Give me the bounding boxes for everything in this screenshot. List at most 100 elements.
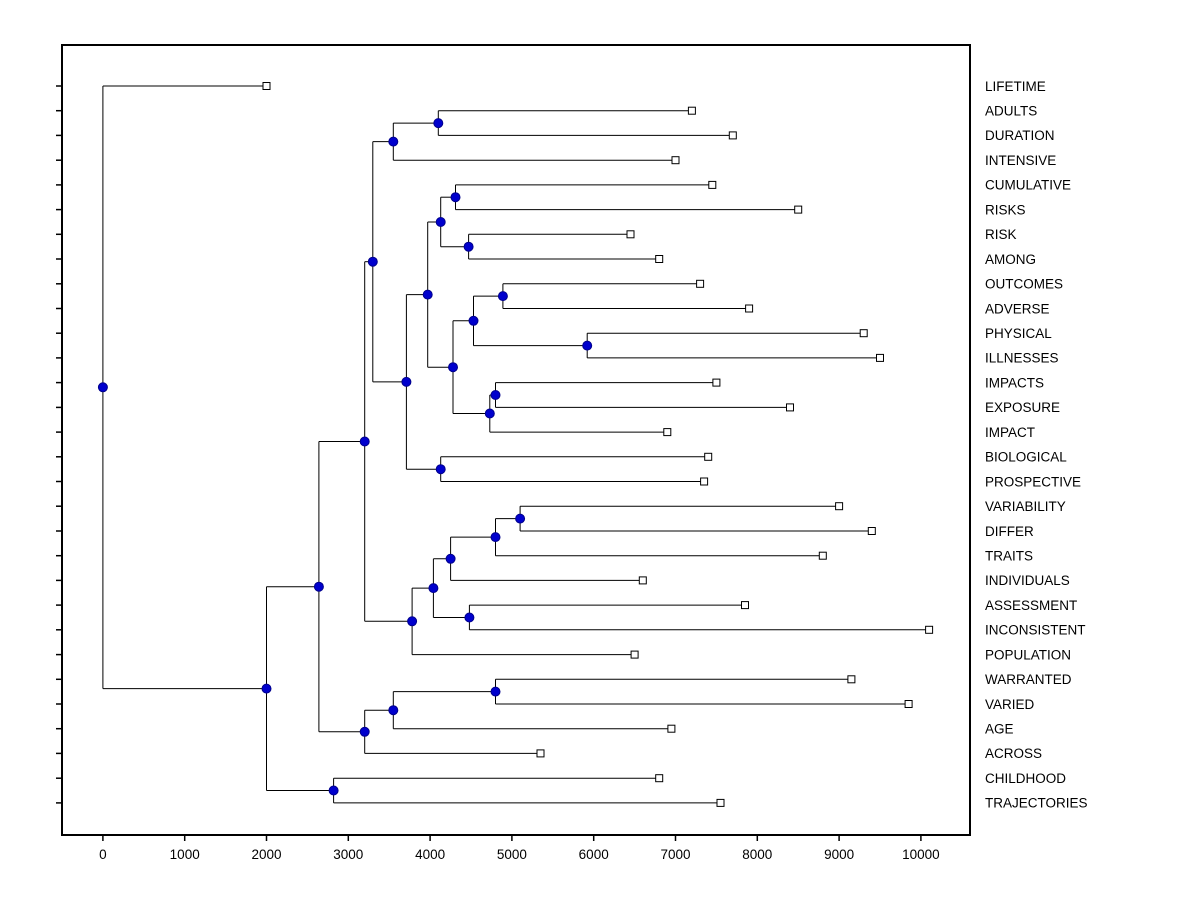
- leaf-label: TRAJECTORIES: [985, 796, 1088, 811]
- cluster-node-marker: [484, 408, 495, 419]
- x-axis-tick-label: 8000: [742, 847, 772, 862]
- leaf-marker: [847, 675, 856, 684]
- leaf-marker: [786, 403, 794, 412]
- leaf-label: CUMULATIVE: [985, 178, 1071, 193]
- x-axis-tick-label: 4000: [415, 847, 445, 862]
- x-axis-tick-label: 7000: [660, 847, 690, 862]
- cluster-node-marker: [328, 785, 339, 796]
- leaf-marker: [655, 774, 664, 783]
- axis-tick-labels: 0 1000 2000 3000 4000 5000 6000 7000 8000 9000 100…: [99, 847, 940, 862]
- cluster-node-marker: [433, 118, 444, 129]
- cluster-node-marker: [497, 291, 508, 302]
- x-axis-tick-label: 1000: [170, 847, 200, 862]
- leaf-marker: [904, 700, 913, 708]
- leaf-label: EXPOSURE: [985, 400, 1060, 415]
- cluster-node-marker: [435, 217, 446, 227]
- cluster-node-marker: [490, 686, 501, 697]
- leaf-marker: [626, 230, 635, 239]
- leaf-label: WARRANTED: [985, 672, 1072, 687]
- leaf-marker: [671, 156, 680, 165]
- leaf-label: INDIVIDUALS: [985, 573, 1070, 588]
- leaf-label: ASSESSMENT: [985, 598, 1077, 613]
- leaf-label: DIFFER: [985, 524, 1034, 539]
- leaf-marker: [818, 551, 827, 560]
- leaf-label: AMONG: [985, 252, 1036, 267]
- cluster-node-marker: [490, 532, 501, 543]
- leaf-label: LIFETIME: [985, 79, 1046, 94]
- cluster-node-marker: [401, 376, 412, 387]
- cluster-node-marker: [515, 513, 526, 524]
- leaf-marker: [859, 329, 868, 338]
- leaf-label: VARIED: [985, 697, 1035, 712]
- leaf-marker: [867, 527, 876, 535]
- leaf-label: ADVERSE: [985, 301, 1050, 316]
- leaf-marker: [835, 502, 844, 511]
- cluster-node-marker: [367, 256, 378, 267]
- cluster-node-marker: [407, 616, 418, 627]
- cluster-node-marker: [359, 436, 370, 447]
- x-axis-tick-label: 3000: [333, 847, 363, 862]
- leaf-marker: [663, 428, 672, 437]
- leaf-marker: [876, 353, 884, 362]
- cluster-node-marker: [388, 705, 399, 716]
- leaf-label: CHILDHOOD: [985, 771, 1066, 786]
- leaf-label: VARIABILITY: [985, 499, 1066, 514]
- leaf-marker: [712, 378, 721, 387]
- leaf-label: AGE: [985, 722, 1014, 737]
- leaf-label: IMPACTS: [985, 375, 1044, 390]
- leaf-marker: [638, 576, 647, 585]
- leaf-label: RISKS: [985, 202, 1026, 217]
- cluster-node-marker: [490, 390, 501, 400]
- leaf-label: TRAITS: [985, 549, 1033, 564]
- cluster-node-marker: [313, 581, 324, 592]
- cluster-node-marker: [450, 192, 461, 203]
- cluster-node-marker: [468, 315, 479, 326]
- leaf-labels: LIFETIME ADULTS DURATION INTENSIVE CUMULATIV…: [985, 79, 1088, 811]
- cluster-node-marker: [435, 464, 446, 475]
- cluster-node-marker: [582, 340, 593, 351]
- leaf-marker: [704, 452, 713, 461]
- cluster-node-marker: [448, 362, 458, 373]
- leaf-marker: [667, 724, 676, 733]
- leaf-marker: [716, 798, 725, 807]
- leaf-marker: [728, 131, 737, 140]
- x-axis-tick-label: 9000: [824, 847, 854, 862]
- cluster-node-markers: [97, 118, 593, 796]
- leaf-marker: [536, 749, 545, 758]
- leaf-label: PHYSICAL: [985, 326, 1052, 341]
- cluster-node-marker: [445, 553, 456, 564]
- leaf-marker: [741, 601, 749, 610]
- leaf-marker: [700, 477, 709, 486]
- leaf-label: ILLNESSES: [985, 351, 1059, 366]
- leaf-marker: [262, 82, 271, 90]
- cluster-node-marker: [388, 136, 399, 147]
- leaf-marker: [687, 106, 696, 115]
- leaf-marker: [745, 304, 754, 313]
- leaf-markers: [262, 82, 934, 807]
- axis-ticks: [56, 85, 922, 841]
- x-axis-tick-label: 6000: [579, 847, 609, 862]
- cluster-node-marker: [428, 583, 439, 594]
- leaf-label: INTENSIVE: [985, 153, 1056, 168]
- leaf-label: OUTCOMES: [985, 277, 1063, 292]
- leaf-label: DURATION: [985, 128, 1055, 143]
- leaf-label: INCONSISTENT: [985, 623, 1086, 638]
- leaf-label: POPULATION: [985, 647, 1071, 662]
- leaf-label: BIOLOGICAL: [985, 450, 1067, 465]
- x-axis-tick-label: 2000: [251, 847, 281, 862]
- cluster-node-marker: [261, 683, 272, 694]
- cluster-node-marker: [97, 382, 108, 393]
- x-axis-tick-label: 0: [99, 847, 107, 862]
- leaf-marker: [655, 255, 664, 263]
- leaf-marker: [630, 650, 639, 659]
- x-axis-tick-label: 10000: [902, 847, 940, 862]
- cluster-node-marker: [464, 612, 475, 623]
- leaf-marker: [925, 625, 934, 634]
- leaf-marker: [696, 279, 705, 288]
- x-axis-tick-label: 5000: [497, 847, 527, 862]
- leaf-marker: [794, 205, 803, 214]
- leaf-label: ADULTS: [985, 104, 1037, 119]
